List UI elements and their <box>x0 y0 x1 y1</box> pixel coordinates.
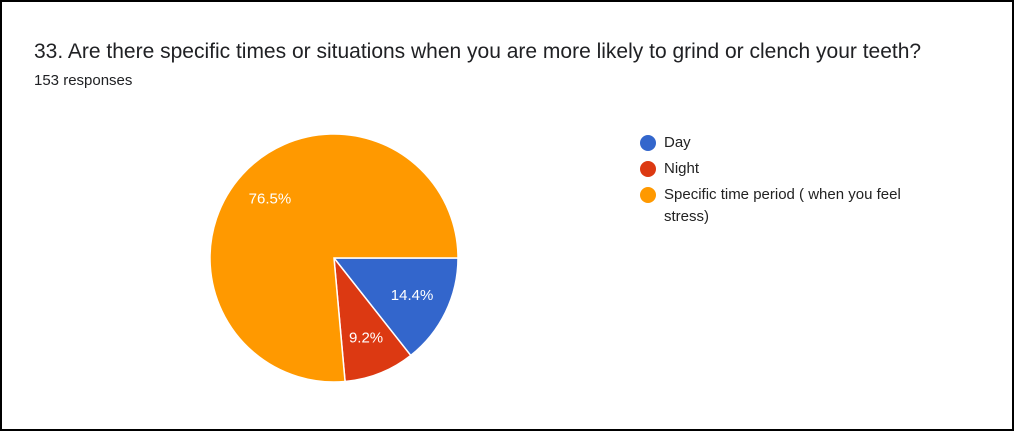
data-label: 76.5% <box>249 190 292 207</box>
chart-title: 33. Are there specific times or situatio… <box>34 40 922 63</box>
legend-label: Night <box>664 160 700 177</box>
legend-item: Specific time period ( when you feel str… <box>640 184 940 228</box>
legend-label: Day <box>664 134 691 151</box>
data-label: 14.4% <box>391 287 434 304</box>
data-label: 9.2% <box>349 330 383 347</box>
legend-swatch <box>640 161 656 177</box>
legend-item: Night <box>640 158 940 180</box>
legend-swatch <box>640 135 656 151</box>
legend-label: Specific time period ( when you feel str… <box>664 186 901 225</box>
legend: Day Night Specific time period ( when you … <box>640 132 940 232</box>
pie-slice <box>209 133 459 383</box>
chart-subtitle: 153 responses <box>34 72 133 89</box>
legend-swatch <box>640 187 656 203</box>
pie-slice <box>332 257 459 357</box>
legend-item: Day <box>640 132 940 154</box>
